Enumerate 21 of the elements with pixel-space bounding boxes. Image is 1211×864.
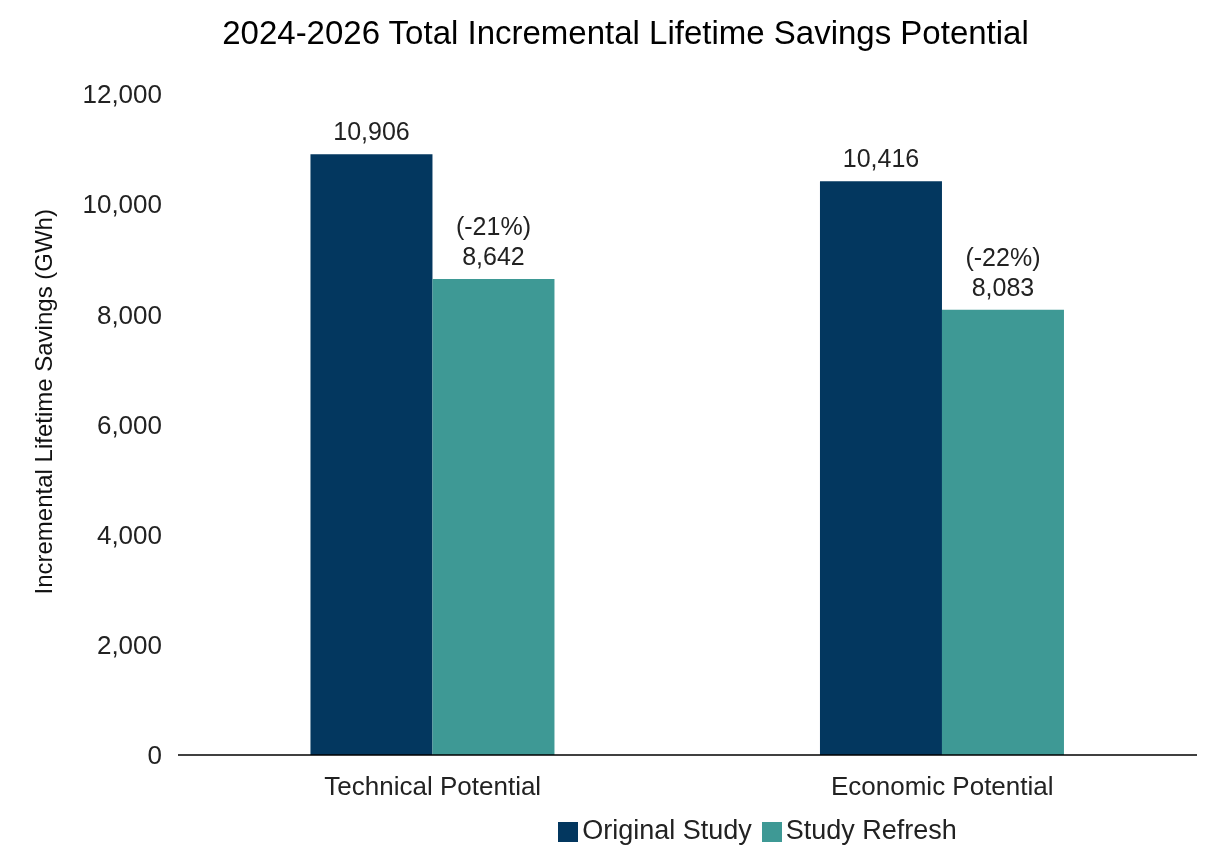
bar — [432, 278, 555, 755]
bar — [819, 181, 942, 755]
bar — [941, 309, 1064, 755]
y-tick-label: 12,000 — [82, 79, 162, 110]
chart-title: 2024-2026 Total Incremental Lifetime Savings Potential — [221, 13, 1030, 53]
legend-label: Original Study — [582, 815, 752, 845]
y-tick-label: 6,000 — [96, 409, 162, 440]
data-label: 10,906 — [333, 117, 410, 146]
legend-label: Study Refresh — [785, 815, 957, 845]
bar — [310, 154, 433, 755]
y-tick-label: 8,000 — [96, 299, 162, 330]
data-label: (-21%) 8,642 — [455, 211, 531, 270]
y-tick-label: 10,000 — [82, 189, 162, 220]
x-tick-label: Economic Potential — [830, 771, 1054, 802]
x-tick-label: Technical Potential — [324, 771, 542, 802]
y-tick-label: 0 — [147, 740, 162, 771]
y-tick-label: 2,000 — [96, 630, 162, 661]
y-tick-label: 4,000 — [96, 519, 162, 550]
y-axis-title: Incremental Lifetime Savings (GWh) — [29, 209, 57, 595]
data-label: (-22%) 8,083 — [965, 242, 1041, 301]
data-label: 10,416 — [842, 144, 920, 173]
